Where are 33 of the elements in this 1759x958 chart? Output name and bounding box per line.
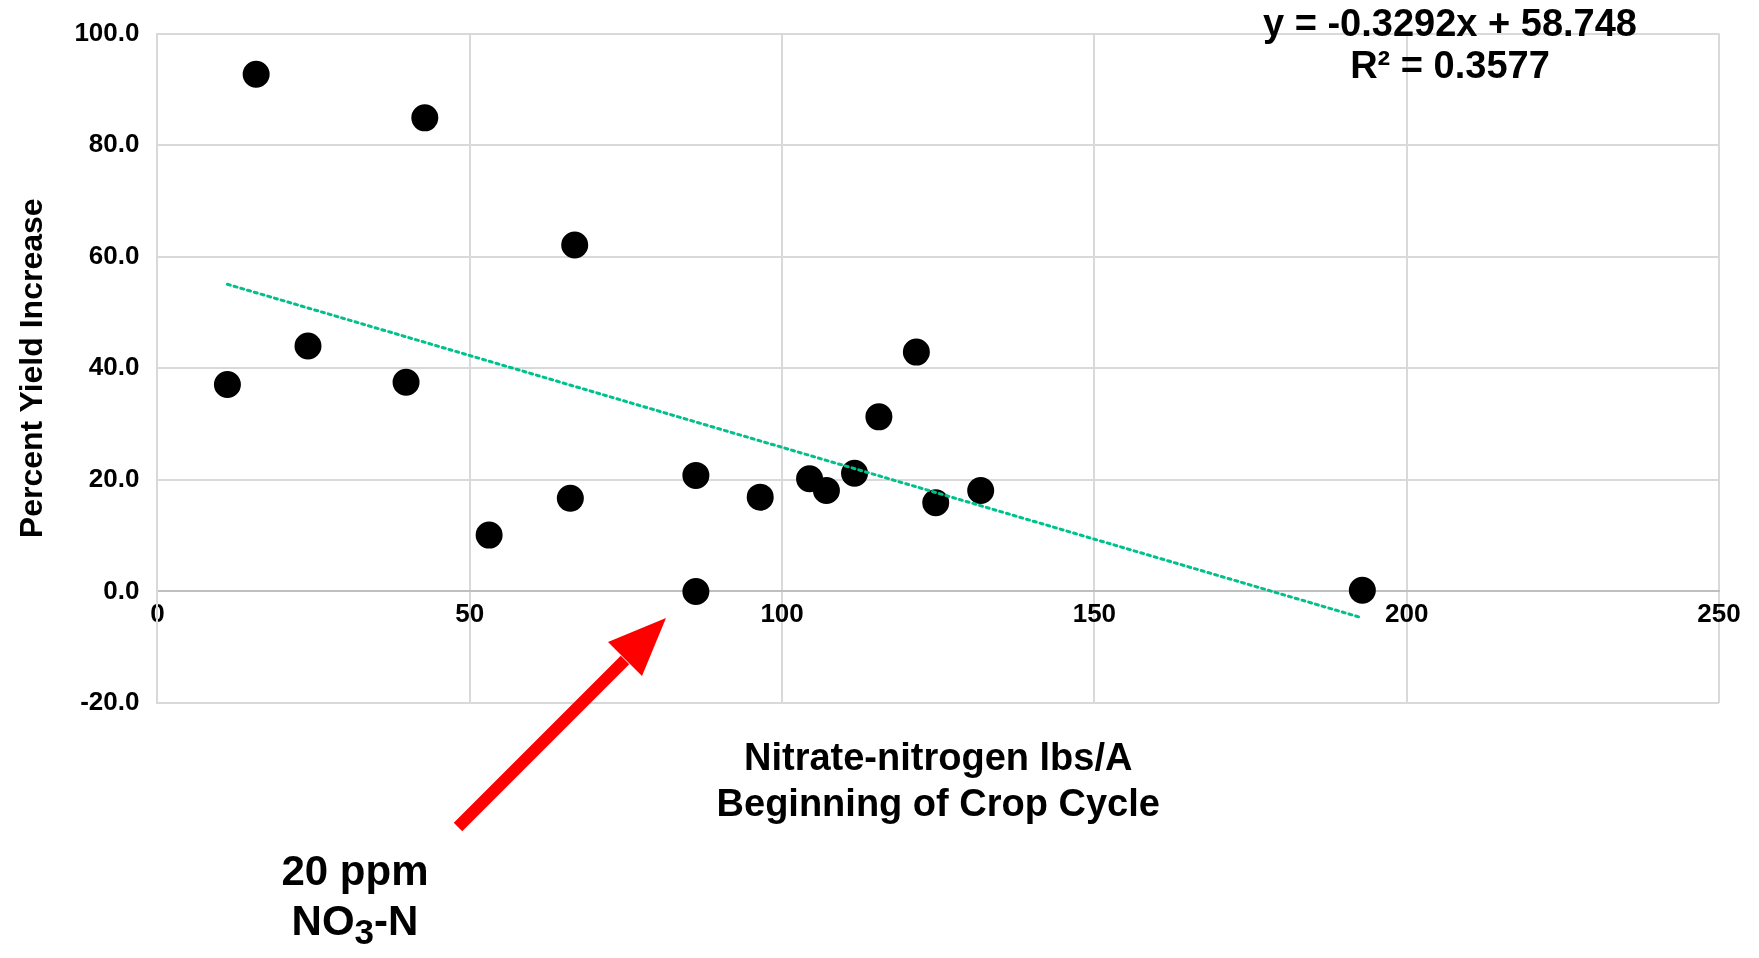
annotation: y = -0.3292x + 58.748 R² = 0.3577 <box>1262 2 1638 86</box>
point <box>392 368 420 396</box>
x-tick-label: 250 <box>1697 598 1741 629</box>
y-tick-label: 20.0 <box>88 463 140 494</box>
point <box>682 461 710 489</box>
text: 20 ppm NO$_{3}$-N <box>280 846 430 954</box>
y-tick-label: 80.0 <box>88 128 140 159</box>
y-tick-label: 60.0 <box>88 239 140 270</box>
point <box>1348 576 1376 604</box>
y-tick-label: 0.0 <box>103 574 140 605</box>
point <box>812 476 840 504</box>
y-tick-label: 40.0 <box>88 351 140 382</box>
y-tick-label: 100.0 <box>74 16 140 47</box>
point <box>213 370 241 398</box>
x-tick-label: 50 <box>455 598 485 629</box>
y-axis-title: Percent Yield Increase <box>13 198 50 539</box>
x-tick-label: 150 <box>1072 598 1117 629</box>
point <box>294 332 322 360</box>
y-tick-label: -20.0 <box>80 686 140 717</box>
point <box>411 104 439 132</box>
x-tick-label: 100 <box>760 598 804 629</box>
point <box>242 60 270 88</box>
point <box>967 476 995 504</box>
x-tick-label: 200 <box>1385 598 1429 629</box>
point <box>556 484 584 512</box>
x-axis-title: Nitrate-nitrogen lbs/A Beginning of Crop Cycle <box>716 736 1160 825</box>
point <box>902 338 930 366</box>
point <box>746 483 774 511</box>
point <box>922 489 950 517</box>
point <box>561 231 589 259</box>
point <box>865 403 893 431</box>
point <box>682 577 710 605</box>
point <box>475 521 503 549</box>
